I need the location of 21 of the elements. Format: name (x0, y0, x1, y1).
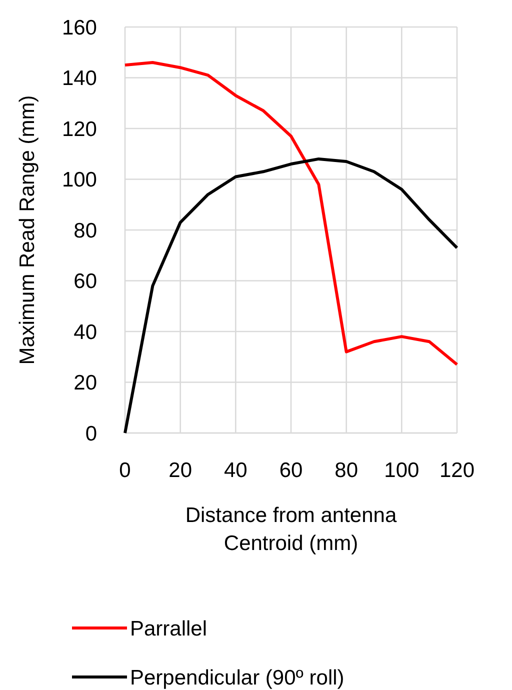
legend-label: Perpendicular (90º roll) (130, 666, 344, 690)
y-tick-label: 40 (74, 320, 97, 344)
y-tick-label: 60 (74, 270, 97, 294)
y-tick-label: 100 (62, 168, 97, 192)
x-tick-label: 0 (119, 459, 131, 482)
x-tick-label: 80 (334, 459, 358, 482)
y-axis-title: Maximum Read Range (mm) (16, 95, 39, 365)
legend-label: Parrallel (130, 617, 208, 640)
y-tick-label: 0 (85, 422, 97, 446)
x-axis-title: Distance from antenna Centroid (mm) (185, 504, 397, 555)
y-tick-label: 120 (62, 118, 97, 141)
x-tick-label: 20 (168, 459, 192, 482)
x-tick-label: 120 (439, 459, 475, 482)
x-tick-label: 40 (224, 459, 248, 482)
line-series (124, 61, 458, 366)
x-tick-label: 100 (384, 459, 420, 482)
y-tick-label: 160 (62, 16, 97, 40)
y-tick-label: 20 (74, 372, 97, 395)
y-tick-label: 80 (74, 219, 97, 242)
y-tick-label: 140 (62, 67, 97, 90)
x-tick-label: 60 (279, 459, 303, 482)
